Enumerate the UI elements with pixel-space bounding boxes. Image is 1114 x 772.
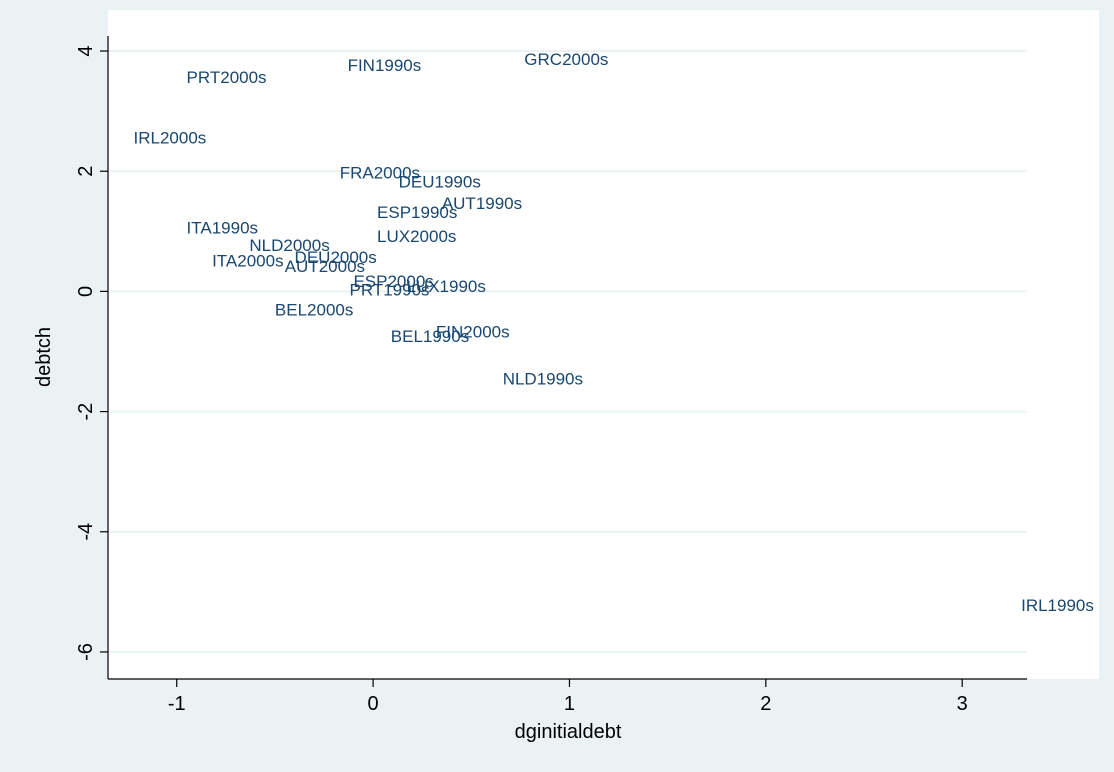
x-tick-label: 2 [760,693,771,715]
data-point-label: IRL2000s [134,129,207,148]
data-point-label: PRT2000s [187,68,267,87]
data-point-label: GRC2000s [524,50,608,69]
x-ticks: -1 0 1 2 3 [168,679,968,715]
data-point-label: LUX1990s [406,277,485,296]
data-point-label: DEU1990s [399,172,481,191]
x-tick-label: 3 [957,693,968,715]
plot-area [108,10,1099,679]
data-point-label: FIN2000s [436,323,510,342]
x-axis-title: dginitialdebt [515,721,622,743]
x-tick-label: 1 [564,693,575,715]
data-point-label: DEU2000s [295,248,377,267]
y-tick-label: -2 [75,403,97,421]
y-tick-label: 2 [75,166,97,177]
y-axis-title: debtch [33,327,55,387]
y-tick-label: 0 [75,286,97,297]
grid-lines [108,50,1027,653]
data-point-label: FIN1990s [348,56,422,75]
data-point-label: FRA2000s [340,163,420,182]
axes [107,36,1027,680]
data-point-label: AUT2000s [285,257,365,276]
x-tick-label: -1 [168,693,186,715]
data-point-label: NLD2000s [249,236,329,255]
data-point-label: LUX2000s [377,227,456,246]
data-point-label: BEL1990s [391,327,469,346]
data-point-label: ESP2000s [353,272,433,291]
data-point-label: PRT1990s [350,281,430,300]
data-point-label: ITA1990s [187,219,259,238]
y-tick-label: -4 [75,523,97,541]
data-point-label: ESP1990s [377,203,457,222]
point-labels: PRT2000s FIN1990s GRC2000s IRL2000s FRA2000s… [134,50,1094,615]
data-point-label: BEL2000s [275,300,353,319]
data-point-label: ITA2000s [212,252,284,271]
x-tick-label: 0 [368,693,379,715]
y-tick-label: 4 [75,45,97,56]
data-point-label: NLD1990s [503,370,583,389]
data-point-label: AUT1990s [442,194,522,213]
data-point-label: IRL1990s [1021,596,1094,615]
y-tick-label: -6 [75,643,97,661]
y-ticks: -6 -4 -2 0 2 4 [75,45,108,661]
